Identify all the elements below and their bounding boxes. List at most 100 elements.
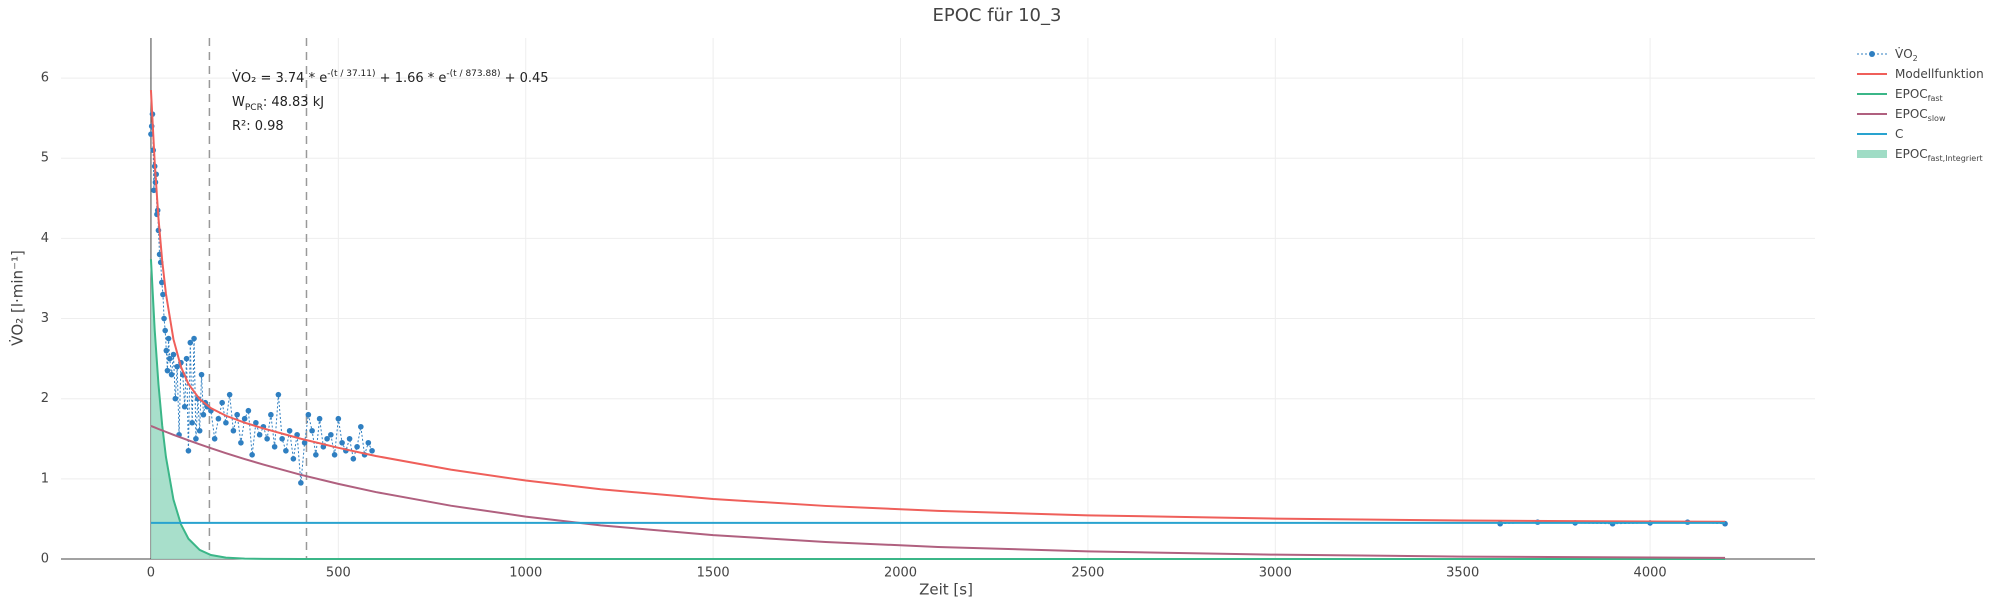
data-point xyxy=(283,447,289,454)
data-point xyxy=(358,423,364,430)
data-point xyxy=(160,291,166,298)
y-tick-label: 0 xyxy=(41,552,49,567)
annotation: V̇O₂ = 3.74 * e-(t / 37.11) + 1.66 * e-(… xyxy=(232,69,549,86)
y-tick-label: 2 xyxy=(41,391,49,406)
data-point xyxy=(331,452,338,458)
data-point xyxy=(249,452,255,458)
data-point xyxy=(245,407,252,414)
data-point xyxy=(193,435,199,442)
legend-name: C xyxy=(1895,127,1903,141)
annotation-part: + 1.66 * e xyxy=(376,71,447,86)
data-point xyxy=(161,315,167,322)
legend-label: C xyxy=(1895,127,1903,141)
y-tick-label: 1 xyxy=(41,471,49,486)
x-tick-label: 4000 xyxy=(1634,566,1667,581)
annotation: R²: 0.98 xyxy=(232,119,284,134)
data-point xyxy=(196,427,203,434)
x-tick-label: 3000 xyxy=(1259,566,1292,581)
data-point xyxy=(165,335,172,342)
data-point xyxy=(256,431,263,438)
line xyxy=(149,259,1726,560)
data-point xyxy=(164,367,171,374)
data-point xyxy=(168,371,175,378)
data-point xyxy=(279,435,285,442)
data-point xyxy=(219,399,225,406)
annotation-part: W xyxy=(232,95,245,110)
data-point xyxy=(271,443,278,450)
data-point xyxy=(339,439,345,446)
y-tick-label: 6 xyxy=(41,71,49,86)
data-point xyxy=(346,435,353,442)
annotation-part: R²: 0.98 xyxy=(232,119,284,134)
annotation: WPCR: 48.83 kJ xyxy=(232,95,324,113)
data-point xyxy=(174,363,180,370)
legend-subscript: fast,Integriert xyxy=(1928,154,1983,163)
data-point xyxy=(183,355,190,362)
annotation-part: : 48.83 kJ xyxy=(263,95,324,110)
data-point xyxy=(298,480,304,486)
data-point xyxy=(185,447,192,454)
data-point xyxy=(191,335,197,342)
legend-subscript: slow xyxy=(1928,114,1946,123)
legend-label: EPOCfast,Integriert xyxy=(1895,147,1983,164)
data-point xyxy=(234,411,240,418)
data-point xyxy=(187,339,194,346)
data-point xyxy=(316,415,323,422)
data-point xyxy=(166,355,173,362)
data-point xyxy=(253,419,259,426)
data-point xyxy=(159,279,165,286)
legend-name: Modellfunktion xyxy=(1895,67,1984,81)
data-point xyxy=(305,411,312,418)
legend-label: EPOCfast xyxy=(1895,87,1943,104)
data-point xyxy=(369,447,375,454)
x-tick-label: 1000 xyxy=(509,566,542,581)
x-tick-label: 500 xyxy=(326,566,351,581)
data-point xyxy=(286,427,293,434)
area xyxy=(150,259,264,559)
y-axis-label: V̇O₂ [l·min⁻¹] xyxy=(8,250,27,346)
legend-name: EPOC xyxy=(1895,107,1928,121)
legend-subscript: fast xyxy=(1928,94,1943,103)
x-tick-label: 1500 xyxy=(697,566,730,581)
x-tick-label: 0 xyxy=(147,566,155,581)
data-point xyxy=(309,427,315,434)
x-tick-label: 3500 xyxy=(1446,566,1479,581)
data-point xyxy=(301,439,308,446)
legend-subscript: 2 xyxy=(1913,54,1918,63)
line xyxy=(149,90,1726,523)
data-point xyxy=(151,187,157,194)
data-point xyxy=(335,415,342,422)
data-point xyxy=(268,411,274,418)
data-point xyxy=(230,427,237,434)
annotation-part: PCR xyxy=(245,103,263,113)
data-point xyxy=(200,411,207,418)
line xyxy=(150,425,1726,559)
data-point xyxy=(181,403,188,410)
annotation-part: V̇O₂ = 3.74 * e xyxy=(232,70,327,85)
data-point xyxy=(189,419,195,426)
data-point xyxy=(354,443,360,450)
data-point xyxy=(365,439,372,446)
annotation-part: -(t / 873.88) xyxy=(446,69,500,79)
data-point xyxy=(294,431,300,438)
chart-title: EPOC für 10_3 xyxy=(933,5,1062,26)
legend-swatch xyxy=(1857,150,1887,158)
annotation-part: -(t / 37.11) xyxy=(327,69,375,79)
legend-label: Modellfunktion xyxy=(1895,67,1984,81)
data-point xyxy=(198,371,205,378)
data-point xyxy=(313,452,319,458)
legend-label: EPOCslow xyxy=(1895,107,1946,124)
legend-name: EPOC xyxy=(1895,147,1928,161)
x-tick-label: 2500 xyxy=(1071,566,1104,581)
data-point xyxy=(215,415,222,422)
legend-label: V̇O2 xyxy=(1895,46,1918,63)
y-tick-label: 5 xyxy=(41,151,49,166)
annotation-part: + 0.45 xyxy=(500,71,548,86)
data-point xyxy=(264,435,270,442)
data-point xyxy=(350,456,357,462)
data-point xyxy=(275,391,282,398)
data-point xyxy=(170,351,177,358)
data-point xyxy=(163,347,170,354)
data-point xyxy=(223,419,229,426)
data-point xyxy=(226,391,233,398)
